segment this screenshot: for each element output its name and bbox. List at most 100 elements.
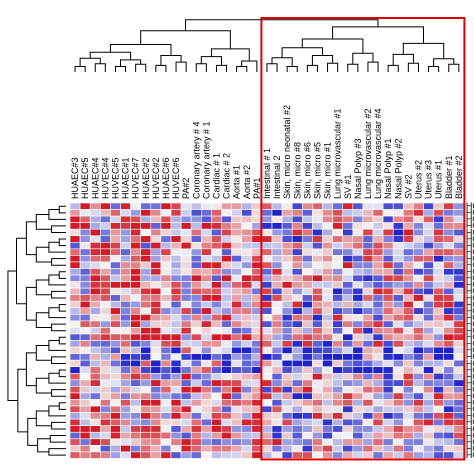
heatmap-cell [291,431,303,440]
heatmap-cell [312,372,323,381]
heatmap-cell [423,392,434,400]
column-label: Lung microvascular #2 [363,108,373,199]
heatmap-cell [423,353,434,361]
heatmap-cell [362,418,374,426]
heatmap-cell [291,438,303,446]
heatmap-cell [423,248,434,256]
heatmap-cell [231,359,243,368]
dendrogram-link [402,42,445,59]
heatmap-cell [190,274,202,282]
heatmap-cell [231,320,243,328]
heatmap-cell [170,327,182,335]
heatmap-cell [382,451,394,459]
dendrogram-link [25,352,37,387]
heatmap-cell [433,431,445,440]
heatmap-cell [100,261,111,269]
heatmap-cell [413,340,424,348]
heatmap-cell [291,300,303,309]
heatmap-cell [79,274,91,282]
heatmap-cell [352,268,364,276]
heatmap-cell [180,268,192,276]
heatmap-cell [231,248,243,256]
heatmap-cell [69,392,81,400]
heatmap-cell [221,431,232,440]
column-label: Skin, micro #8 [292,142,302,199]
heatmap-cell [160,248,172,256]
heatmap-cell [392,379,404,387]
heatmap-cell [291,327,303,335]
column-label: Nasal Polyp #2 [393,138,403,199]
row-label: HOX [466,437,474,447]
heatmap-cell [402,353,414,361]
heatmap-cell [130,268,142,276]
dendrogram-link [48,241,66,253]
heatmap-cell [130,215,142,223]
heatmap-cell [170,451,182,459]
heatmap-cell [362,451,374,459]
heatmap-cell [382,202,394,210]
heatmap-cell [231,340,243,348]
heatmap-cell [140,445,152,453]
dendrogram-link [58,369,66,378]
heatmap-cell [170,261,182,269]
row-label: HOX [466,384,474,394]
dendrogram-link [58,205,66,214]
heatmap-cell [79,314,91,322]
heatmap-cell [402,425,414,433]
heatmap-cell [402,359,414,368]
dendrogram-link [51,421,66,430]
heatmap-cell [443,445,455,453]
heatmap-cell [89,294,101,302]
heatmap-cell [433,359,445,368]
heatmap-cell [271,255,283,263]
heatmap-cell [190,392,202,400]
heatmap-cell [352,392,364,400]
row-label: HOX [466,319,474,329]
heatmap-cell [150,366,162,374]
heatmap-cell [443,268,455,276]
heatmap-cell [281,353,293,361]
heatmap-cell [170,418,182,426]
heatmap-cell [312,333,323,341]
heatmap-cell [332,340,344,348]
heatmap-cell [140,366,152,374]
heatmap-cell [241,320,253,328]
heatmap-cell [180,372,192,381]
heatmap-cell [100,242,111,250]
heatmap-cell [130,222,142,230]
heatmap-cell [89,268,101,276]
heatmap-cell [413,274,424,282]
heatmap-cell [443,438,455,446]
heatmap-cell [322,261,333,269]
column-label: Intestinal 2 [272,155,282,199]
heatmap-cell [160,215,172,223]
heatmap-cell [110,281,121,289]
heatmap-cell [251,438,263,446]
heatmap-cell [100,228,111,237]
heatmap-cell [433,248,445,256]
heatmap-cell [180,228,192,237]
heatmap-cell [241,372,253,381]
row-label: HOX [466,306,474,316]
heatmap-cell [251,392,263,400]
heatmap-cell [100,346,111,354]
heatmap-cell [312,405,323,413]
heatmap-cell [140,222,152,230]
heatmap-cell [312,399,323,407]
heatmap-cell [110,431,121,440]
dendrogram-link [175,61,187,72]
heatmap-cell [352,261,364,269]
heatmap-cell [322,222,333,230]
heatmap-cell [443,228,455,237]
heatmap-cell [201,340,212,348]
heatmap-cell [322,320,333,328]
heatmap-cell [281,228,293,237]
heatmap-cell [170,294,182,302]
heatmap-cell [402,320,414,328]
heatmap-cell [413,353,424,361]
heatmap-cell [433,202,445,210]
heatmap-cell [251,445,263,453]
heatmap-cell [352,327,364,335]
heatmap-cell [140,425,152,433]
heatmap-cell [423,255,434,263]
